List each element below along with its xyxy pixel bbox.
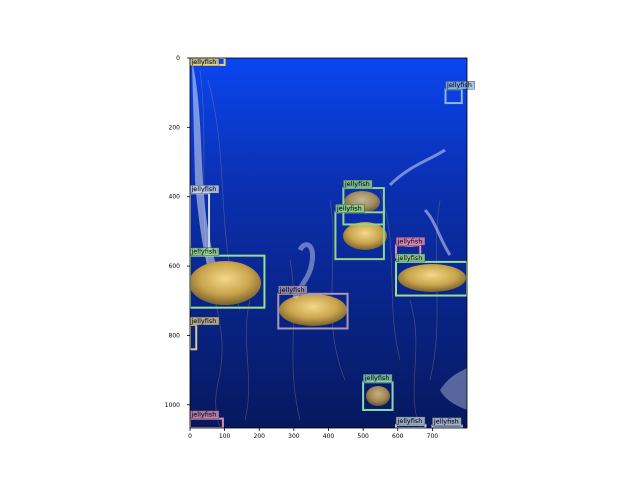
detection-label: jellyfish — [344, 180, 370, 188]
x-tick-label: 400 — [323, 433, 335, 440]
detection-label-bg — [278, 285, 308, 295]
detection-label: jellyfish — [397, 417, 423, 425]
jellyfish-bell — [366, 386, 390, 406]
detection-label: jellyfish — [446, 81, 472, 89]
y-tick-label: 1000 — [165, 402, 180, 409]
detection-box — [190, 254, 266, 309]
detection-label: jellyfish — [279, 286, 305, 294]
detection-labels: jellyfish jellyfish jellyfish jellyfish jell… — [189, 57, 475, 426]
detection-label-bg — [343, 179, 373, 189]
detection-label-bg — [395, 416, 426, 426]
y-tick-label: 800 — [169, 332, 181, 339]
x-tick-label: 300 — [288, 433, 300, 440]
detection-label-bg — [335, 204, 365, 213]
detection-label: jellyfish — [397, 237, 423, 245]
y-axis: 0 200 400 600 800 1000 — [165, 55, 190, 409]
x-tick-label: 600 — [392, 433, 404, 440]
detection-label-bg — [445, 81, 475, 90]
detection-label-bg — [395, 237, 426, 246]
x-axis: 0 100 200 300 400 500 600 700 — [188, 428, 438, 440]
detection-box — [277, 292, 349, 330]
y-tick-label: 400 — [169, 194, 181, 201]
jellyfish-bell — [279, 294, 347, 326]
x-tick-label: 100 — [219, 433, 231, 440]
detection-label: jellyfish — [191, 58, 217, 66]
detection-label: jellyfish — [191, 317, 217, 325]
y-tick-label: 600 — [169, 263, 181, 270]
x-tick-label: 0 — [188, 433, 192, 440]
detection-label-bg — [395, 253, 426, 263]
detection-label-bg — [432, 417, 462, 426]
detection-label: jellyfish — [191, 248, 217, 256]
detection-label-bg — [362, 374, 393, 383]
x-tick-label: 700 — [427, 433, 439, 440]
detection-label: jellyfish — [191, 411, 217, 419]
detection-label: jellyfish — [433, 418, 459, 426]
photo — [190, 58, 467, 428]
y-tick-label: 200 — [169, 124, 181, 131]
detection-label: jellyfish — [364, 374, 390, 382]
x-tick-label: 200 — [254, 433, 266, 440]
y-tick-label: 0 — [176, 55, 180, 62]
detection-label: jellyfish — [191, 185, 217, 193]
jellyfish-bell — [343, 222, 387, 250]
x-tick-label: 500 — [357, 433, 369, 440]
jellyfish-bell — [190, 261, 261, 305]
detection-label: jellyfish — [397, 254, 423, 262]
detection-label: jellyfish — [336, 204, 362, 212]
jellyfish-bell — [398, 264, 466, 292]
